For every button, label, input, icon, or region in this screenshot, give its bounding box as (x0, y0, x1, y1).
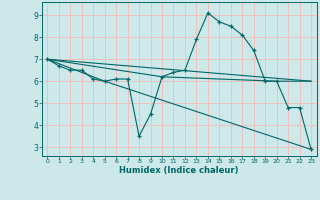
X-axis label: Humidex (Indice chaleur): Humidex (Indice chaleur) (119, 166, 239, 175)
